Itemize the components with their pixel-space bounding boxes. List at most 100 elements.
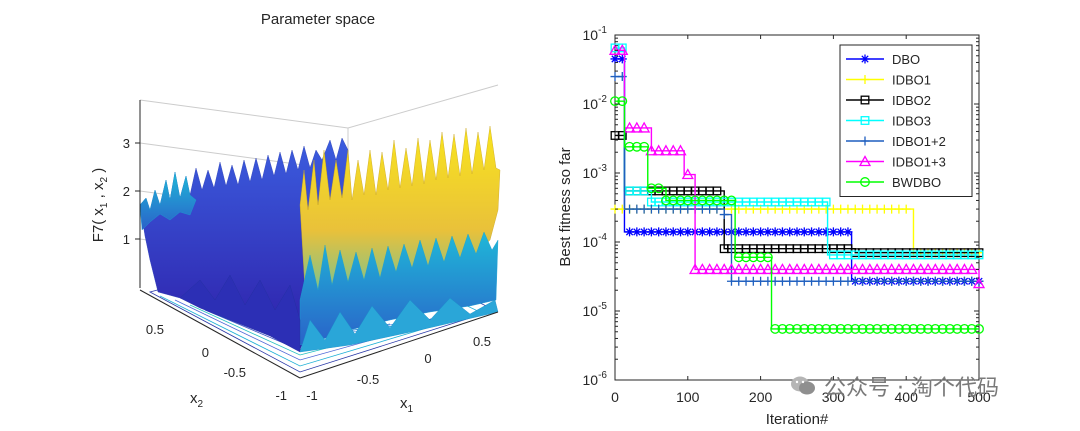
- series-marker: [923, 323, 933, 334]
- series-marker: [921, 263, 935, 275]
- series-marker: [843, 323, 853, 334]
- series-marker: [734, 227, 744, 237]
- series-marker: [632, 227, 642, 237]
- series-marker: [834, 263, 847, 275]
- x-tick-label: 0: [611, 389, 619, 405]
- x1-tick-label: -0.5: [357, 372, 379, 387]
- series-marker: [951, 263, 964, 275]
- series-marker: [870, 263, 884, 275]
- series-marker: [915, 323, 926, 334]
- axes: 0 100 200 300 400 500 10-6 10-5 10-4 10-3 10-2 10-1: [583, 25, 991, 405]
- series-marker: [901, 323, 912, 334]
- series-marker: [646, 227, 656, 237]
- legend-label: IDBO3: [892, 114, 931, 129]
- series-marker: [805, 263, 818, 275]
- series-idbo1-3: [608, 43, 986, 289]
- x2-tick-label: -0.5: [224, 365, 246, 380]
- z-tick-label: 2: [123, 184, 130, 199]
- series-marker: [638, 121, 651, 133]
- series-marker: [974, 250, 984, 260]
- series-marker: [843, 227, 853, 237]
- series-marker: [892, 263, 906, 275]
- series-marker: [937, 323, 948, 334]
- legend: DBO IDBO1 IDBO2 IDBO3 IDBO1+2 IDBO1+3 BWDBO: [839, 44, 973, 197]
- series-marker: [914, 263, 927, 275]
- series-marker: [762, 252, 773, 263]
- series-marker: [711, 195, 722, 206]
- series-marker: [688, 263, 702, 275]
- x-tick-label: 200: [749, 389, 773, 405]
- series-marker: [784, 323, 795, 334]
- series-marker: [860, 95, 870, 105]
- series-marker: [860, 116, 870, 125]
- series-marker: [690, 195, 701, 206]
- surface-blue-front: [179, 274, 301, 353]
- series-marker: [610, 96, 620, 107]
- series-marker: [901, 204, 911, 214]
- x1-axis-label: x1: [400, 395, 414, 415]
- z-axis: 3 2 1: [123, 100, 141, 288]
- series-marker: [821, 197, 831, 207]
- series-marker: [653, 183, 664, 194]
- series-marker: [936, 263, 949, 275]
- legend-entry: IDBO1+3: [846, 155, 946, 170]
- legend-label: IDBO1+3: [892, 155, 946, 170]
- series-marker: [676, 227, 686, 237]
- x-tick-label: 400: [895, 389, 919, 405]
- surface-plot: Parameter space: [90, 11, 501, 415]
- series-marker: [900, 263, 913, 275]
- series-marker: [747, 263, 760, 275]
- series-marker: [821, 323, 832, 334]
- x2-tick-label: 0: [202, 345, 209, 360]
- series-marker: [807, 227, 817, 237]
- series-marker: [683, 227, 693, 237]
- series-bwdbo: [610, 96, 984, 334]
- series-marker: [952, 323, 963, 334]
- legend-label: IDBO1: [892, 73, 931, 88]
- series-marker: [617, 96, 628, 107]
- series-marker: [741, 252, 751, 263]
- x-axis-title: Iteration#: [766, 411, 829, 428]
- series-marker: [893, 323, 904, 334]
- series-marker: [806, 323, 817, 334]
- series-marker: [929, 263, 942, 275]
- series-marker: [654, 227, 664, 237]
- x1-tick-label: -1: [306, 388, 318, 403]
- series-marker: [944, 323, 955, 334]
- series-marker: [681, 168, 694, 180]
- series-marker: [799, 323, 810, 334]
- series-marker: [761, 263, 774, 275]
- series-marker: [878, 263, 891, 275]
- series-marker: [631, 141, 642, 152]
- surface-cyan-front: [299, 297, 499, 353]
- x-tick-label: 500: [967, 389, 991, 405]
- watermark-text: 公众号 · 淘个代码: [824, 376, 999, 401]
- series-marker: [864, 323, 875, 334]
- y-axis-title: Best fitness so far: [557, 147, 574, 266]
- y-tick-label: 10-4: [583, 232, 608, 250]
- series-marker: [712, 227, 722, 237]
- series-marker: [790, 263, 804, 275]
- series-marker: [858, 155, 872, 167]
- series-marker: [863, 263, 876, 275]
- x2-axis: 0.5 0 -0.5 -1 x2: [139, 289, 301, 410]
- series-marker: [908, 323, 919, 334]
- x2-tick-label: -1: [275, 388, 287, 403]
- series-marker: [820, 263, 833, 275]
- series-marker: [652, 144, 665, 156]
- series-marker: [645, 144, 658, 156]
- series-marker: [841, 263, 855, 275]
- series-marker: [783, 263, 796, 275]
- series-marker: [849, 263, 862, 275]
- y-tick-label: 10-5: [583, 301, 608, 319]
- series-marker: [860, 75, 870, 84]
- series-marker: [661, 227, 671, 237]
- series-marker: [836, 227, 846, 237]
- series-marker: [850, 323, 861, 334]
- x1-tick-label: 0.5: [473, 334, 491, 349]
- series-line: [615, 49, 980, 284]
- series-marker: [616, 43, 629, 55]
- legend-entry: IDBO1+2: [846, 134, 946, 149]
- legend-entry: BWDBO: [846, 175, 941, 190]
- z-tick-label: 1: [123, 232, 130, 247]
